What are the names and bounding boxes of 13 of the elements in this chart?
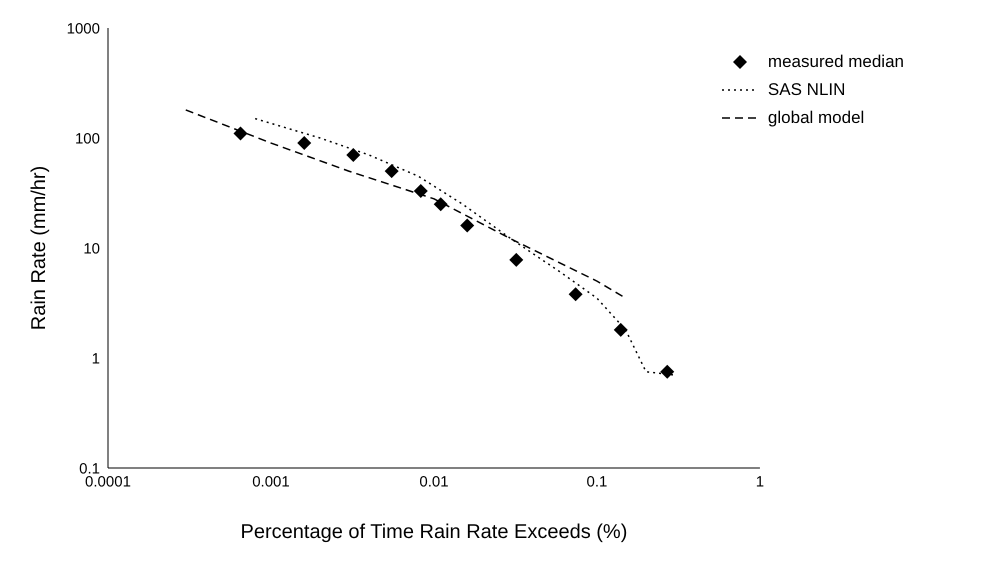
y-tick-label: 1 xyxy=(92,350,100,368)
y-tick-label: 100 xyxy=(74,130,100,148)
x-axis-title: Percentage of Time Rain Rate Exceeds (%) xyxy=(240,521,628,543)
y-axis-title: Rain Rate (mm/hr) xyxy=(28,166,50,330)
legend-label: SAS NLIN xyxy=(768,79,846,101)
y-tick-label: 1000 xyxy=(66,20,100,38)
x-tick-label: 0.1 xyxy=(586,474,608,491)
x-tick-label: 1 xyxy=(756,474,764,491)
x-tick-label: 0.001 xyxy=(252,474,290,491)
legend-label: measured median xyxy=(768,51,904,73)
x-tick-label: 0.01 xyxy=(419,474,449,491)
y-tick-label: 10 xyxy=(83,240,100,258)
legend-label: global model xyxy=(768,107,864,129)
